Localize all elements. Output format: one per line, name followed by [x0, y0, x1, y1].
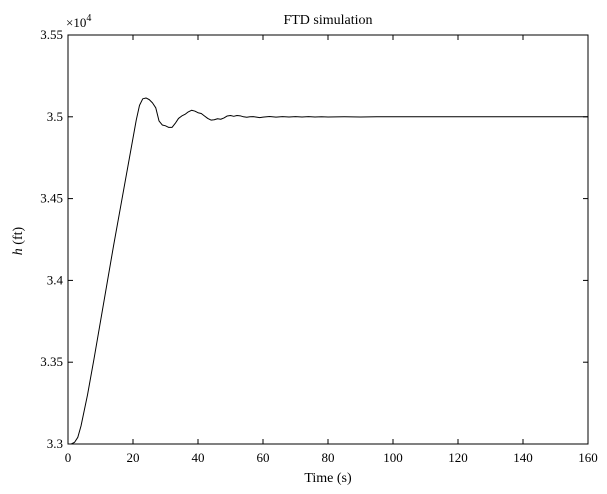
- y-axis-multiplier-exponent: 4: [86, 13, 91, 24]
- x-tick-label: 20: [127, 450, 140, 465]
- series-group: [68, 97, 588, 445]
- x-tick-label: 120: [448, 450, 468, 465]
- y-axis-label: h (ft): [11, 226, 26, 255]
- y-tick-label: 3.4: [47, 272, 64, 287]
- axis-ticks: [67, 34, 589, 445]
- chart-title: FTD simulation: [283, 13, 372, 28]
- y-tick-label: 3.5: [47, 109, 63, 124]
- x-tick-label: 0: [65, 450, 72, 465]
- y-tick-label: 3.35: [40, 354, 63, 369]
- series-line: [68, 97, 588, 445]
- y-axis-label-unit: (ft): [11, 226, 26, 244]
- x-tick-label: 60: [257, 450, 270, 465]
- axis-tick-labels: 0 20 40 60 80 100 120 140 160 3.3 3.35 3.4 3.45 3.5 3.…: [40, 27, 598, 465]
- x-tick-label: 160: [578, 450, 598, 465]
- plot-area-frame: [67, 34, 589, 445]
- x-tick-label: 80: [322, 450, 335, 465]
- x-tick-label: 140: [513, 450, 533, 465]
- y-tick-label: 3.45: [40, 191, 63, 206]
- y-tick-label: 3.3: [47, 436, 63, 451]
- y-tick-label: 3.55: [40, 27, 63, 42]
- y-axis-multiplier-base: ×10: [66, 15, 86, 30]
- y-axis-label-variable: h: [11, 248, 26, 255]
- x-axis-label: Time (s): [304, 471, 352, 486]
- x-tick-label: 100: [383, 450, 403, 465]
- x-tick-label: 40: [192, 450, 205, 465]
- y-axis-multiplier: ×104: [66, 13, 91, 30]
